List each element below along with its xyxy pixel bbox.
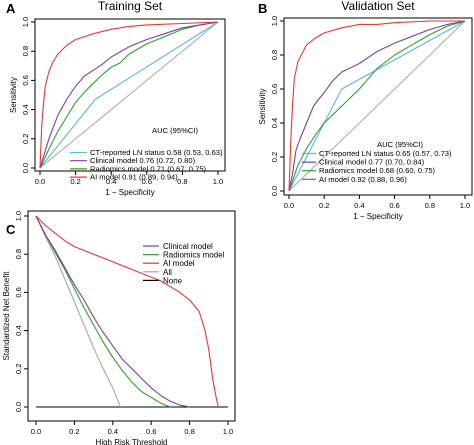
panel-label: C	[6, 222, 16, 237]
x-tick-label: 0.2	[69, 427, 79, 436]
x-axis-label: High Risk Threshold	[96, 438, 168, 445]
x-tick-label: 0.2	[319, 201, 329, 210]
x-axis-label: 1 − Specificity	[353, 212, 403, 221]
x-tick-label: 0.8	[184, 427, 194, 436]
legend: AUC (95%CI)CT-reported LN status 0.58 (0…	[70, 126, 223, 182]
reference-diagonal	[40, 22, 218, 168]
y-tick-label: 0.2	[270, 152, 279, 162]
x-tick-label: 0.2	[70, 177, 80, 186]
legend-entry-none: None	[163, 276, 183, 285]
legend-entry-ai-model: AI model 0.92 (0.88, 0.96)	[319, 175, 407, 184]
chart-panel-b: B Validation Set 0.0 0.2 0.4 0.6 0.8 1.0 0.0 0.2 0…	[258, 0, 472, 221]
legend-title: AUC (95%CI)	[152, 126, 198, 135]
y-tick-label: 0.8	[270, 50, 279, 60]
legend-entry-ai-model: AI model 0.91 (0.89, 0.94)	[90, 173, 178, 182]
y-tick-label: 0.6	[270, 84, 279, 94]
x-tick-label: 0.6	[146, 427, 156, 436]
y-axis-label: Sensitivity	[9, 77, 18, 113]
x-tick-label: 1.0	[460, 201, 470, 210]
y-tick-label: 0.8	[21, 46, 30, 56]
legend-title: AUC (95%CI)	[377, 140, 423, 149]
chart-panel-c: C 0.0 0.2 0.4 0.6 0.8 1.0 0.0 0.2 0.4 0.6 0.8 1.0 Hig…	[2, 211, 235, 445]
x-tick-label: 0.0	[35, 177, 45, 186]
y-axis-label: Sensitivity	[258, 88, 267, 124]
x-tick-label: 0.4	[108, 427, 118, 436]
y-tick-label: 0.6	[14, 287, 23, 297]
x-tick-label: 1.0	[213, 177, 223, 186]
panel-label: B	[258, 1, 267, 16]
x-tick-label: 0.8	[177, 177, 187, 186]
x-axis-label: 1 − Specificity	[105, 188, 155, 197]
panel-label: A	[6, 1, 16, 16]
x-tick-label: 1.0	[223, 427, 233, 436]
y-tick-label: 1.0	[14, 211, 23, 221]
series-line-radiomics-model	[36, 216, 170, 407]
y-tick-label: 1.0	[21, 17, 30, 27]
y-tick-label: 0.4	[270, 118, 279, 128]
y-tick-label: 0.2	[21, 134, 30, 144]
y-tick-label: 0.0	[270, 186, 279, 196]
x-tick-label: 0.8	[425, 201, 435, 210]
y-tick-label: 0.2	[14, 364, 23, 374]
chart-title: Training Set	[98, 0, 163, 13]
series-line-all	[36, 216, 121, 407]
x-tick-label: 0.4	[354, 201, 364, 210]
legend: AUC (95%CI)CT-reported LN status 0.65 (0…	[302, 140, 452, 184]
x-tick-label: 0.0	[284, 201, 294, 210]
y-tick-label: 0.0	[14, 402, 23, 412]
x-tick-label: 0.6	[389, 201, 399, 210]
y-tick-label: 0.6	[21, 75, 30, 85]
y-tick-label: 0.0	[21, 163, 30, 173]
y-tick-label: 0.8	[14, 249, 23, 259]
y-axis-label: Standardized Net Benefit	[2, 271, 11, 361]
y-tick-label: 0.4	[14, 325, 23, 335]
x-tick-label: 0.0	[31, 427, 41, 436]
y-tick-label: 0.4	[21, 104, 30, 114]
y-tick-label: 1.0	[270, 16, 279, 26]
chart-title: Validation Set	[341, 0, 415, 13]
